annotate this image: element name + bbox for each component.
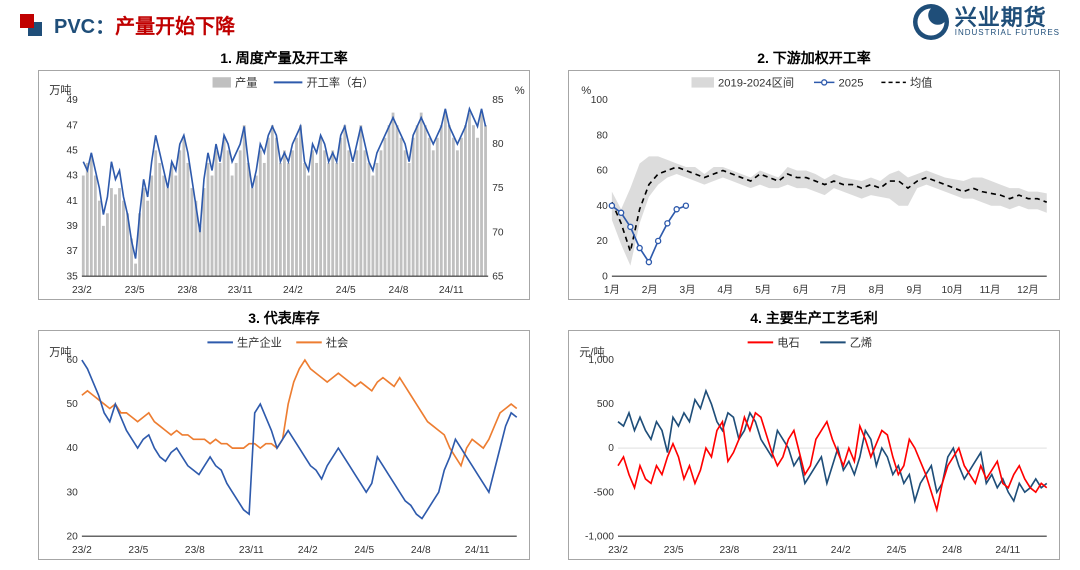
svg-text:24/8: 24/8 [389,285,409,296]
svg-text:40: 40 [596,201,608,212]
svg-text:24/11: 24/11 [439,285,464,296]
chart3-title: 3. 代表库存 [248,308,320,328]
logo-cn: 兴业期货 [955,7,1060,29]
svg-text:12月: 12月 [1017,284,1039,296]
chart4-title: 4. 主要生产工艺毛利 [750,308,878,328]
svg-text:23/5: 23/5 [664,545,684,556]
svg-text:23/5: 23/5 [125,285,145,296]
svg-text:2019-2024区间: 2019-2024区间 [718,76,794,89]
svg-text:24/8: 24/8 [411,545,431,556]
svg-text:24/11: 24/11 [465,545,490,556]
svg-text:80: 80 [596,130,608,141]
chart1-box: 产量开工率（右）万吨%3537394143454749657075808523/… [38,70,530,300]
svg-text:65: 65 [492,271,504,282]
svg-text:11月: 11月 [980,284,1001,296]
svg-text:10月: 10月 [941,284,963,296]
svg-text:60: 60 [596,166,608,177]
svg-text:24/5: 24/5 [886,545,906,556]
svg-text:39: 39 [66,221,78,232]
svg-text:500: 500 [597,399,614,410]
svg-text:35: 35 [66,271,78,282]
panel-2: 2. 下游加权开工率 2019-2024区间 2025 均值% 0 20 40 60 80 10… [568,48,1060,300]
svg-text:80: 80 [492,139,504,150]
panel-3: 3. 代表库存 生产企业社会万吨203040506023/223/523/823… [38,308,530,560]
svg-text:-1,000: -1,000 [585,531,614,542]
panel-4: 4. 主要生产工艺毛利 电石乙烯元/吨-1,000-50005001,00023… [568,308,1060,560]
svg-text:45: 45 [66,145,78,156]
svg-text:电石: 电石 [777,336,799,349]
svg-text:23/5: 23/5 [128,545,148,556]
svg-text:9月: 9月 [906,284,922,296]
company-logo: 兴业期货 INDUSTRIAL FUTURES [913,4,1060,40]
svg-text:4月: 4月 [717,284,733,296]
svg-text:1月: 1月 [604,284,620,296]
logo-icon [913,4,949,40]
svg-text:20: 20 [66,531,78,542]
svg-text:23/8: 23/8 [177,285,197,296]
svg-text:85: 85 [492,95,504,106]
svg-text:%: % [515,85,525,97]
svg-text:23/11: 23/11 [773,545,798,556]
svg-text:24/8: 24/8 [942,545,962,556]
svg-text:49: 49 [66,95,78,106]
logo-en: INDUSTRIAL FUTURES [955,29,1060,37]
title-main: 产量开始下降 [115,16,235,38]
svg-text:23/2: 23/2 [72,285,92,296]
header-icon [20,14,42,36]
svg-text:24/2: 24/2 [283,285,303,296]
svg-text:24/2: 24/2 [298,545,318,556]
svg-text:70: 70 [492,227,504,238]
chart4-box: 电石乙烯元/吨-1,000-50005001,00023/223/523/823… [568,330,1060,560]
svg-text:2025: 2025 [839,77,864,89]
svg-text:41: 41 [66,196,78,207]
svg-text:5月: 5月 [755,284,771,296]
svg-text:社会: 社会 [326,335,348,349]
svg-text:60: 60 [66,355,78,366]
svg-text:23/8: 23/8 [185,545,205,556]
svg-text:40: 40 [66,443,78,454]
svg-text:0: 0 [602,271,608,282]
svg-text:2月: 2月 [642,284,658,296]
svg-text:24/5: 24/5 [354,545,374,556]
chart2-box: 2019-2024区间 2025 均值% 0 20 40 60 80 100 1月 2月 3月 4月 5月… [568,70,1060,300]
svg-text:23/8: 23/8 [719,545,739,556]
svg-text:30: 30 [66,487,78,498]
svg-text:均值: 均值 [910,76,932,89]
svg-text:开工率（右）: 开工率（右） [306,75,373,89]
svg-text:%: % [581,85,591,97]
title-prefix: PVC： [54,16,115,38]
svg-text:23/11: 23/11 [239,545,264,556]
svg-text:产量: 产量 [235,75,257,89]
svg-text:生产企业: 生产企业 [237,335,282,349]
svg-text:47: 47 [66,120,78,131]
svg-text:75: 75 [492,183,504,194]
svg-text:乙烯: 乙烯 [850,336,872,349]
svg-text:23/11: 23/11 [228,285,253,296]
svg-text:0: 0 [608,443,614,454]
svg-text:7月: 7月 [831,284,847,296]
page-title: PVC：产量开始下降 [54,10,235,39]
chart3-box: 生产企业社会万吨203040506023/223/523/823/1124/22… [38,330,530,560]
svg-text:-500: -500 [594,487,615,498]
chart1-title: 1. 周度产量及开工率 [220,48,348,68]
panel-1: 1. 周度产量及开工率 产量开工率（右）万吨%35373941434547496… [38,48,530,300]
svg-text:24/2: 24/2 [831,545,851,556]
svg-text:23/2: 23/2 [72,545,92,556]
svg-text:8月: 8月 [869,284,885,296]
svg-text:37: 37 [66,246,78,257]
svg-text:24/11: 24/11 [995,545,1020,556]
svg-text:3月: 3月 [680,284,696,296]
svg-text:23/2: 23/2 [608,545,628,556]
svg-text:43: 43 [66,171,78,182]
svg-text:6月: 6月 [793,284,809,296]
chart-grid: 1. 周度产量及开工率 产量开工率（右）万吨%35373941434547496… [38,48,1060,560]
svg-text:1,000: 1,000 [588,355,614,366]
svg-text:24/5: 24/5 [336,285,356,296]
svg-text:100: 100 [591,95,608,106]
svg-text:20: 20 [596,236,608,247]
svg-text:50: 50 [66,399,78,410]
chart2-title: 2. 下游加权开工率 [757,48,871,68]
